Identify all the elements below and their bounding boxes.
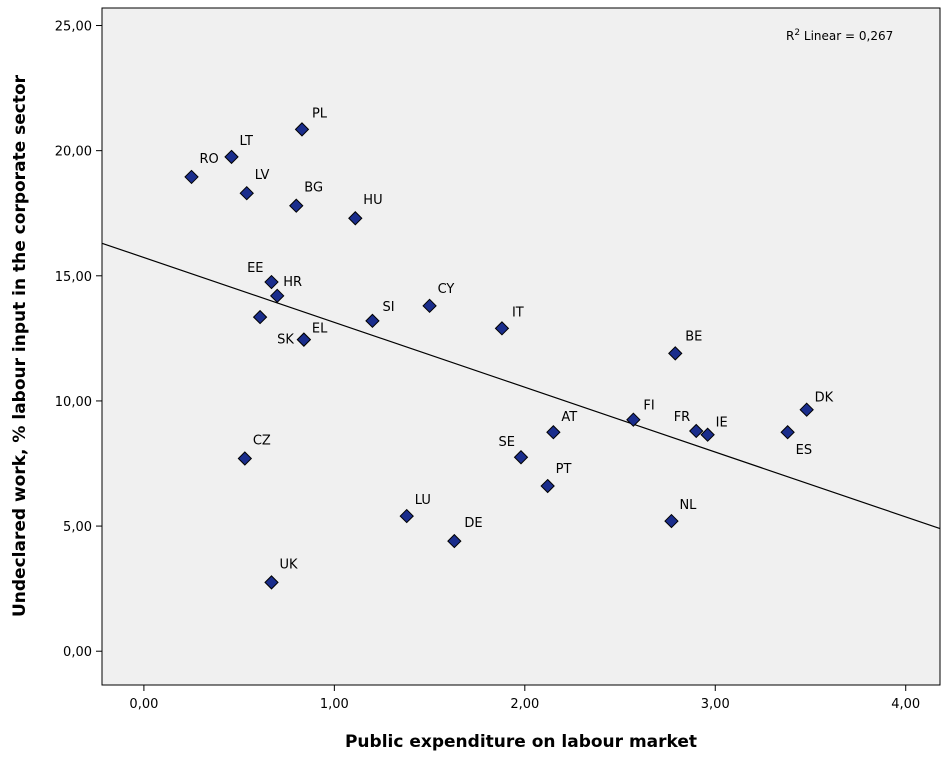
point-label-se: SE: [499, 435, 515, 450]
data-point-dk: [799, 402, 814, 417]
point-label-si: SI: [382, 300, 394, 315]
point-label-ee: EE: [247, 261, 263, 276]
point-label-be: BE: [685, 329, 702, 344]
data-point-it: [494, 321, 510, 336]
data-point-fi: [626, 412, 641, 427]
x-axis-title: Public expenditure on labour market: [345, 732, 697, 752]
point-label-cy: CY: [438, 282, 455, 297]
fit-line: [101, 242, 941, 530]
point-label-el: EL: [312, 322, 328, 337]
points-group: [184, 122, 814, 590]
y-tick-label: 15,00: [55, 270, 92, 285]
data-point-cz: [237, 451, 253, 466]
point-label-de: DE: [464, 516, 482, 531]
point-label-bg: BG: [304, 181, 323, 196]
data-point-nl: [664, 513, 679, 529]
point-label-fr: FR: [674, 410, 691, 425]
point-label-pl: PL: [312, 106, 328, 121]
r-squared-prefix: R: [786, 29, 794, 43]
data-point-es: [780, 425, 795, 440]
point-label-ie: IE: [716, 416, 728, 431]
y-axis-title: Undeclared work, % labour input in the c…: [10, 74, 30, 617]
data-point-cy: [422, 298, 437, 314]
data-point-lv: [239, 185, 254, 201]
data-point-el: [296, 332, 312, 347]
data-point-si: [365, 313, 380, 329]
point-labels-group: RO LT PL LV BG HU EE HR SK EL SI CY IT BE FI FR IE DK ES AT…: [200, 106, 834, 572]
data-point-ee: [264, 274, 279, 290]
x-tick-label: 0,00: [129, 697, 158, 712]
point-label-lu: LU: [415, 493, 431, 508]
point-label-lv: LV: [255, 168, 270, 183]
data-point-at: [546, 425, 561, 440]
r-squared-value: Linear = 0,267: [800, 29, 893, 43]
x-tick-label: 3,00: [701, 697, 730, 712]
data-point-fr: [689, 423, 704, 439]
data-point-hr: [270, 288, 285, 304]
y-tick-label: 10,00: [55, 395, 92, 410]
data-point-hu: [348, 211, 363, 226]
fit-line-group: [101, 242, 941, 530]
point-label-ro: RO: [200, 152, 219, 167]
y-tick-label: 20,00: [55, 145, 92, 160]
x-tick-label: 1,00: [320, 697, 349, 712]
point-label-sk: SK: [277, 333, 294, 348]
y-tick-label: 25,00: [55, 20, 92, 35]
data-point-be: [668, 346, 683, 361]
data-point-uk: [264, 575, 279, 590]
data-point: [252, 309, 268, 325]
point-label-it: IT: [512, 305, 524, 320]
data-point-pl: [294, 122, 310, 137]
data-point-se: [513, 450, 529, 465]
data-point-ro: [184, 169, 199, 185]
point-label-dk: DK: [815, 391, 834, 406]
r-squared-superscript: 2: [794, 28, 800, 38]
point-label-hu: HU: [363, 193, 382, 208]
y-tick-label: 5,00: [63, 520, 92, 535]
x-tick-label: 2,00: [510, 697, 539, 712]
data-point-de: [447, 533, 462, 549]
point-label-pt: PT: [556, 462, 572, 477]
point-label-cz: CZ: [253, 433, 271, 448]
point-label-hr: HR: [283, 275, 302, 290]
y-tick-label: 0,00: [63, 645, 92, 660]
point-label-lt: LT: [240, 134, 253, 149]
plot-area: [101, 7, 941, 686]
x-tick-label: 4,00: [891, 697, 920, 712]
point-label-uk: UK: [280, 557, 299, 572]
data-point-pt: [540, 478, 555, 494]
data-point-lt: [224, 149, 239, 165]
point-label-es: ES: [796, 443, 812, 458]
data-point-ie: [700, 427, 715, 442]
ticks-group: 0,00 1,00 2,00 3,00 4,00 0,00 5,00 10,00 15,00 20…: [55, 20, 920, 712]
point-label-fi: FI: [643, 399, 654, 414]
point-label-at: AT: [561, 410, 577, 425]
r-squared-label: R2 Linear = 0,267: [786, 28, 893, 43]
data-point-lu: [399, 508, 414, 524]
point-label-nl: NL: [679, 498, 697, 513]
data-point-bg: [289, 198, 304, 213]
